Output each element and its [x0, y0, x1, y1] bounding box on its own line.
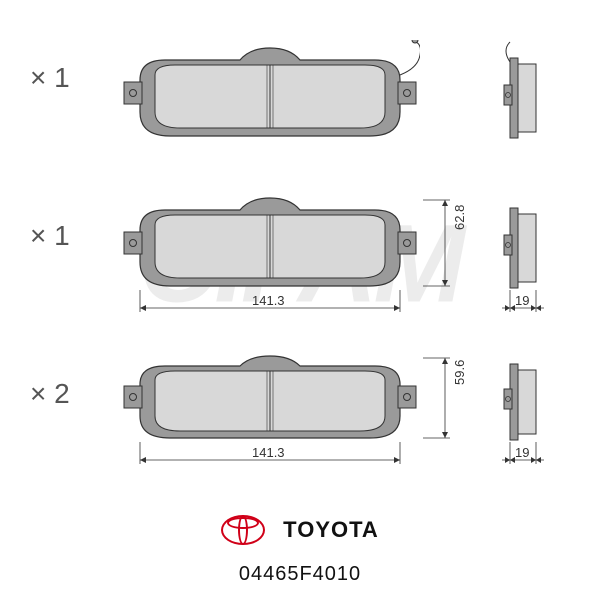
toyota-logo-icon	[221, 515, 265, 545]
brake-pad-side-row2	[500, 190, 570, 330]
brake-pad-side-row3	[500, 346, 570, 486]
diagram-area: × 1 × 1	[0, 20, 600, 500]
qty-label: × 1	[30, 62, 70, 94]
brake-pad-front-row1	[120, 40, 420, 150]
dim-thickness-row2: 19	[515, 293, 529, 308]
qty-label: × 1	[30, 220, 70, 252]
brake-pad-side-row1	[500, 40, 560, 150]
brand-row: TOYOTA	[0, 500, 600, 560]
dim-thickness-row3: 19	[515, 445, 529, 460]
brake-pad-front-row3	[120, 346, 420, 486]
dim-width-row3: 141.3	[252, 445, 285, 460]
dim-height-row3: 59.6	[452, 360, 467, 385]
dim-width-row2: 141.3	[252, 293, 285, 308]
brake-pad-front-row2	[120, 190, 420, 330]
part-number: 04465F4010	[0, 563, 600, 586]
root: CIFAM × 1	[0, 0, 600, 600]
qty-label: × 2	[30, 378, 70, 410]
brand-name: TOYOTA	[283, 517, 379, 543]
dim-height-row2: 62.8	[452, 205, 467, 230]
